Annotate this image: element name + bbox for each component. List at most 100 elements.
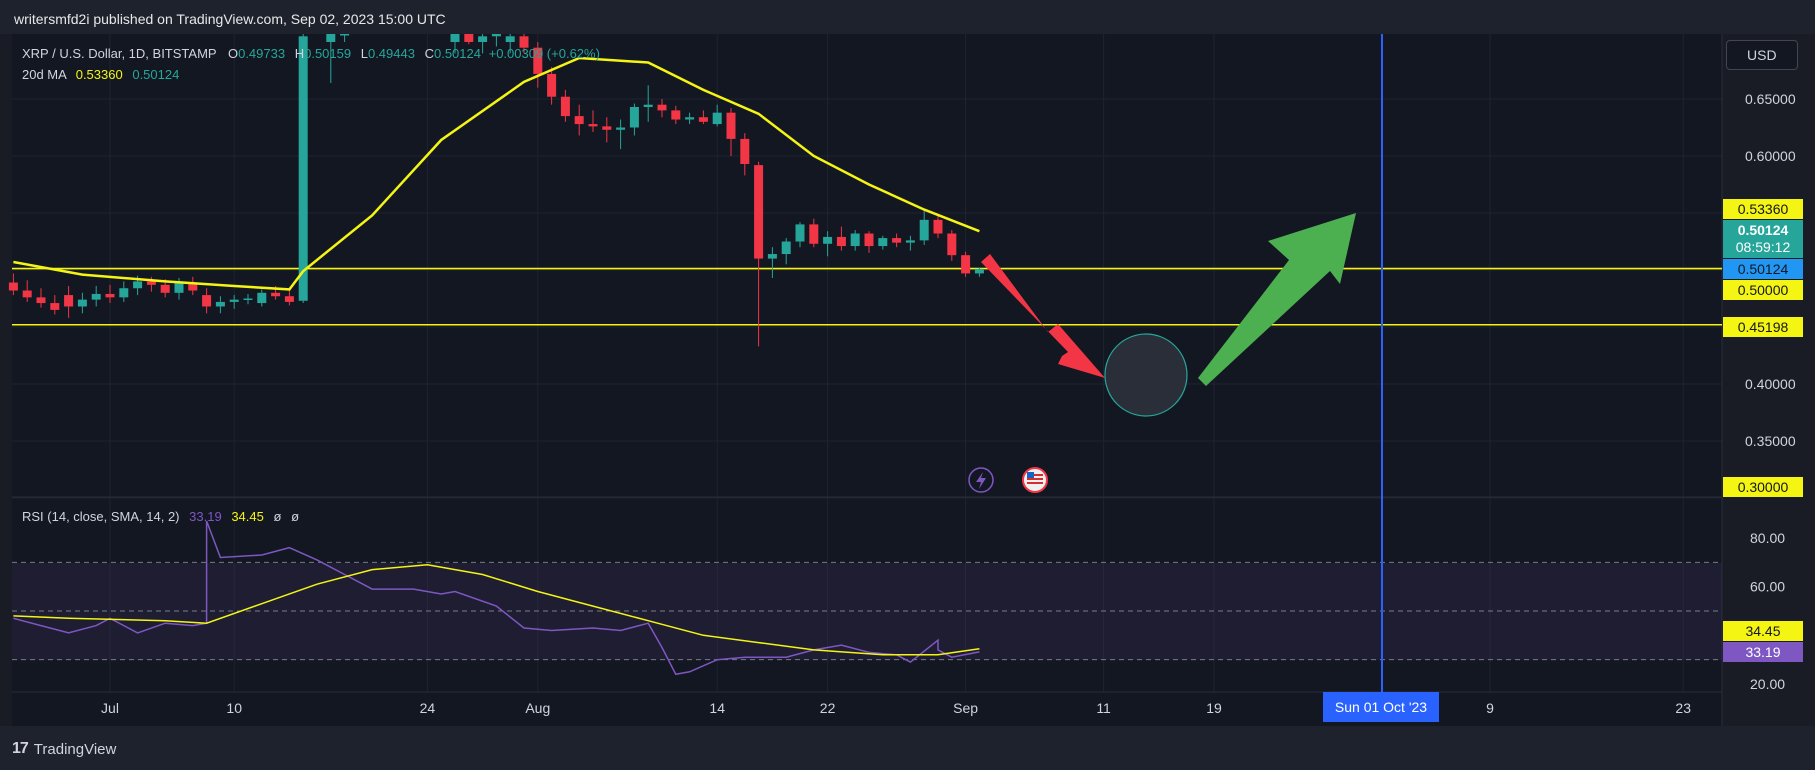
branding-text: TradingView xyxy=(33,740,117,758)
candle-body[interactable] xyxy=(767,254,777,259)
candle-body[interactable] xyxy=(961,255,971,274)
time-axis-labels: Jul 10 24 Aug 14 22 Sep 11 19 9 23 xyxy=(101,700,1691,716)
candle-body[interactable] xyxy=(685,117,695,120)
candle-body[interactable] xyxy=(919,219,929,241)
candle-body[interactable] xyxy=(160,284,170,293)
candle-body[interactable] xyxy=(892,238,902,243)
candle-body[interactable] xyxy=(574,116,584,125)
close-label: C xyxy=(424,46,434,61)
candle-body[interactable] xyxy=(643,104,653,107)
candle-body[interactable] xyxy=(64,295,74,307)
candle-body[interactable] xyxy=(119,288,129,298)
candle-body[interactable] xyxy=(298,36,308,301)
candle-body[interactable] xyxy=(257,292,267,304)
support-badge-2: 0.50000 xyxy=(1723,280,1803,300)
candle-body[interactable] xyxy=(698,117,708,122)
candle-body[interactable] xyxy=(629,106,639,128)
ma-legend: 20d MA 0.53360 0.50124 xyxy=(22,67,179,82)
candle-body[interactable] xyxy=(91,293,101,300)
tradingview-logo[interactable]: 17 TradingView xyxy=(12,740,116,758)
ma-line xyxy=(13,56,980,291)
candle-body[interactable] xyxy=(712,112,722,125)
candle-body[interactable] xyxy=(878,238,888,247)
candle-body[interactable] xyxy=(974,268,984,274)
candle-body[interactable] xyxy=(202,295,212,307)
candle-body[interactable] xyxy=(243,298,253,301)
candle-body[interactable] xyxy=(491,34,501,37)
ma-value: 0.53360 xyxy=(75,67,123,82)
rsi-line xyxy=(13,520,980,676)
candle-body[interactable] xyxy=(726,112,736,139)
candle-body[interactable] xyxy=(657,104,667,111)
support-badge-1: 0.50124 xyxy=(1723,259,1803,279)
publisher-text: writersmfd2i published on TradingView.co… xyxy=(14,11,446,27)
rsi-level-lines xyxy=(12,561,1722,661)
candle-body[interactable] xyxy=(602,126,612,130)
main-legend: XRP / U.S. Dollar, 1D, BITSTAMP O0.49733… xyxy=(22,46,600,61)
high-label: H xyxy=(294,46,305,61)
target-circle-annotation[interactable] xyxy=(1104,333,1188,417)
candle-body[interactable] xyxy=(616,127,626,130)
time-tick-label: Sep xyxy=(953,700,978,716)
candle-body[interactable] xyxy=(588,124,598,127)
candle-body[interactable] xyxy=(533,47,543,74)
down-arrow-annotation[interactable] xyxy=(981,254,1105,378)
change-value: +0.00309 (+0.62%) xyxy=(488,46,600,61)
candle-body[interactable] xyxy=(671,110,681,120)
price-tick-label: 0.60000 xyxy=(1745,148,1796,164)
candle-body[interactable] xyxy=(823,236,833,244)
candle-body[interactable] xyxy=(519,36,529,48)
tv-logo-icon: 17 xyxy=(12,740,29,757)
candle-body[interactable] xyxy=(174,282,184,293)
currency-button[interactable]: USD xyxy=(1726,40,1798,70)
candle-body[interactable] xyxy=(560,96,570,117)
candle-body[interactable] xyxy=(271,292,281,297)
ma-value-close: 0.50124 xyxy=(132,67,180,82)
candle-body[interactable] xyxy=(77,299,87,307)
candle-body[interactable] xyxy=(740,138,750,164)
candle-body[interactable] xyxy=(229,299,239,302)
candle-body[interactable] xyxy=(809,224,819,244)
candle-body[interactable] xyxy=(781,241,791,255)
time-tick-label: Jul xyxy=(101,700,119,716)
candle-body[interactable] xyxy=(547,73,557,97)
up-arrow-annotation[interactable] xyxy=(1198,213,1356,386)
candle-body[interactable] xyxy=(215,301,225,307)
candle-body[interactable] xyxy=(795,224,805,242)
candle-body[interactable] xyxy=(464,34,474,42)
candle-body[interactable] xyxy=(450,34,460,42)
candle-body[interactable] xyxy=(933,219,943,234)
candle-body[interactable] xyxy=(133,281,143,289)
ma-price-badge: 0.53360 xyxy=(1723,199,1803,219)
last-price-badge: 0.50124 08:59:12 xyxy=(1723,220,1803,258)
candle-body[interactable] xyxy=(947,233,957,256)
rsi-sma-value: 34.45 xyxy=(231,509,264,524)
candle-body[interactable] xyxy=(905,240,915,243)
rsi-badge: 33.19 xyxy=(1723,642,1803,662)
rsi-tick-label: 20.00 xyxy=(1750,676,1785,692)
rsi-legend: RSI (14, close, SMA, 14, 2) 33.19 34.45 … xyxy=(22,509,299,524)
candle-body[interactable] xyxy=(478,36,488,42)
price-axis-ticks: 0.65000 0.60000 0.40000 0.35000 xyxy=(1745,91,1796,449)
lightning-icon[interactable] xyxy=(968,467,994,493)
rsi-extra-2: ø xyxy=(291,509,300,524)
candle-body[interactable] xyxy=(22,290,32,298)
rsi-extra-1: ø xyxy=(273,509,282,524)
candle-body[interactable] xyxy=(850,233,860,247)
candle-body[interactable] xyxy=(105,293,115,298)
candle-body[interactable] xyxy=(864,233,874,247)
candle-body[interactable] xyxy=(754,165,764,259)
candle-body[interactable] xyxy=(340,34,350,36)
candle-body[interactable] xyxy=(836,236,846,247)
us-flag-icon[interactable] xyxy=(1022,467,1048,493)
open-label: O xyxy=(227,46,239,61)
candle-body[interactable] xyxy=(505,36,515,42)
candle-body[interactable] xyxy=(146,281,156,285)
candle-body[interactable] xyxy=(284,296,294,302)
candle-body[interactable] xyxy=(188,282,198,291)
candle-body[interactable] xyxy=(326,34,336,42)
candle-body[interactable] xyxy=(8,282,18,291)
candle-body[interactable] xyxy=(36,297,46,304)
candle-body[interactable] xyxy=(50,303,60,310)
